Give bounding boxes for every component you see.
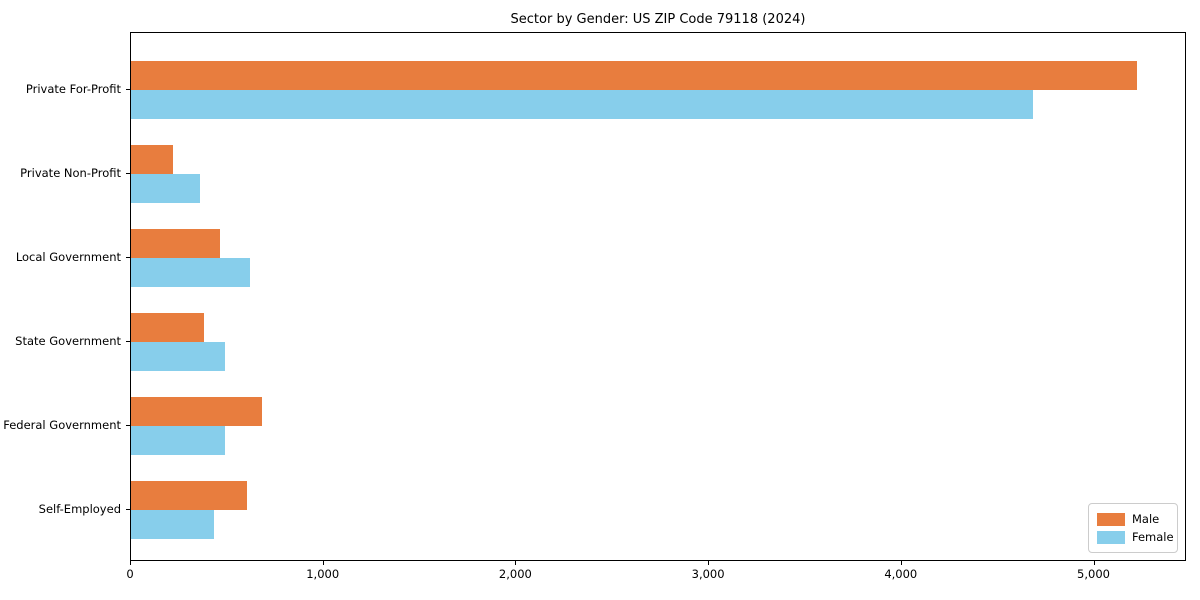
xtick-mark-1 <box>322 561 324 565</box>
xtick-label-4: 4,000 <box>884 567 918 581</box>
legend-label-male: Male <box>1132 512 1160 526</box>
bar-male-3 <box>131 313 204 342</box>
ytick-label-4: Federal Government <box>3 418 121 432</box>
ytick-label-2: Local Government <box>15 250 121 264</box>
bar-male-1 <box>131 145 173 174</box>
legend-swatch-male <box>1097 512 1125 526</box>
ytick-label-5: Self-Employed <box>38 502 121 516</box>
legend-swatch-female <box>1097 530 1125 544</box>
bar-male-2 <box>131 229 220 258</box>
legend-label-female: Female <box>1132 530 1174 544</box>
xtick-label-5: 5,000 <box>1077 567 1110 581</box>
xtick-mark-4 <box>900 561 902 565</box>
xtick-mark-2 <box>515 561 517 565</box>
xtick-label-0: 0 <box>126 567 134 581</box>
xtick-mark-0 <box>130 561 131 565</box>
xtick-label-1: 1,000 <box>306 567 340 581</box>
bar-female-2 <box>131 258 250 287</box>
ytick-mark-2 <box>126 257 130 258</box>
ytick-label-1: Private Non-Profit <box>20 166 121 180</box>
xtick-mark-5 <box>1093 561 1095 565</box>
bar-female-5 <box>131 510 214 539</box>
bar-male-4 <box>131 397 262 426</box>
xtick-label-3: 3,000 <box>691 567 725 581</box>
bar-female-4 <box>131 426 225 455</box>
ytick-mark-3 <box>126 341 130 342</box>
legend: Male Female <box>1088 503 1178 553</box>
bar-female-0 <box>131 90 1033 119</box>
ytick-mark-5 <box>126 509 130 510</box>
legend-row-female: Female <box>1097 528 1174 546</box>
ytick-mark-0 <box>126 89 130 90</box>
xtick-mark-3 <box>708 561 710 565</box>
ytick-mark-4 <box>126 425 130 426</box>
plot-area <box>130 32 1186 561</box>
bar-female-1 <box>131 174 200 203</box>
ytick-mark-1 <box>126 173 130 174</box>
bar-male-5 <box>131 481 247 510</box>
bar-female-3 <box>131 342 225 371</box>
chart-title: Sector by Gender: US ZIP Code 79118 (202… <box>510 12 806 27</box>
legend-row-male: Male <box>1097 510 1169 528</box>
ytick-label-0: Private For-Profit <box>25 82 121 96</box>
bar-male-0 <box>131 61 1137 90</box>
ytick-label-3: State Government <box>15 334 121 348</box>
xtick-label-2: 2,000 <box>498 567 532 581</box>
